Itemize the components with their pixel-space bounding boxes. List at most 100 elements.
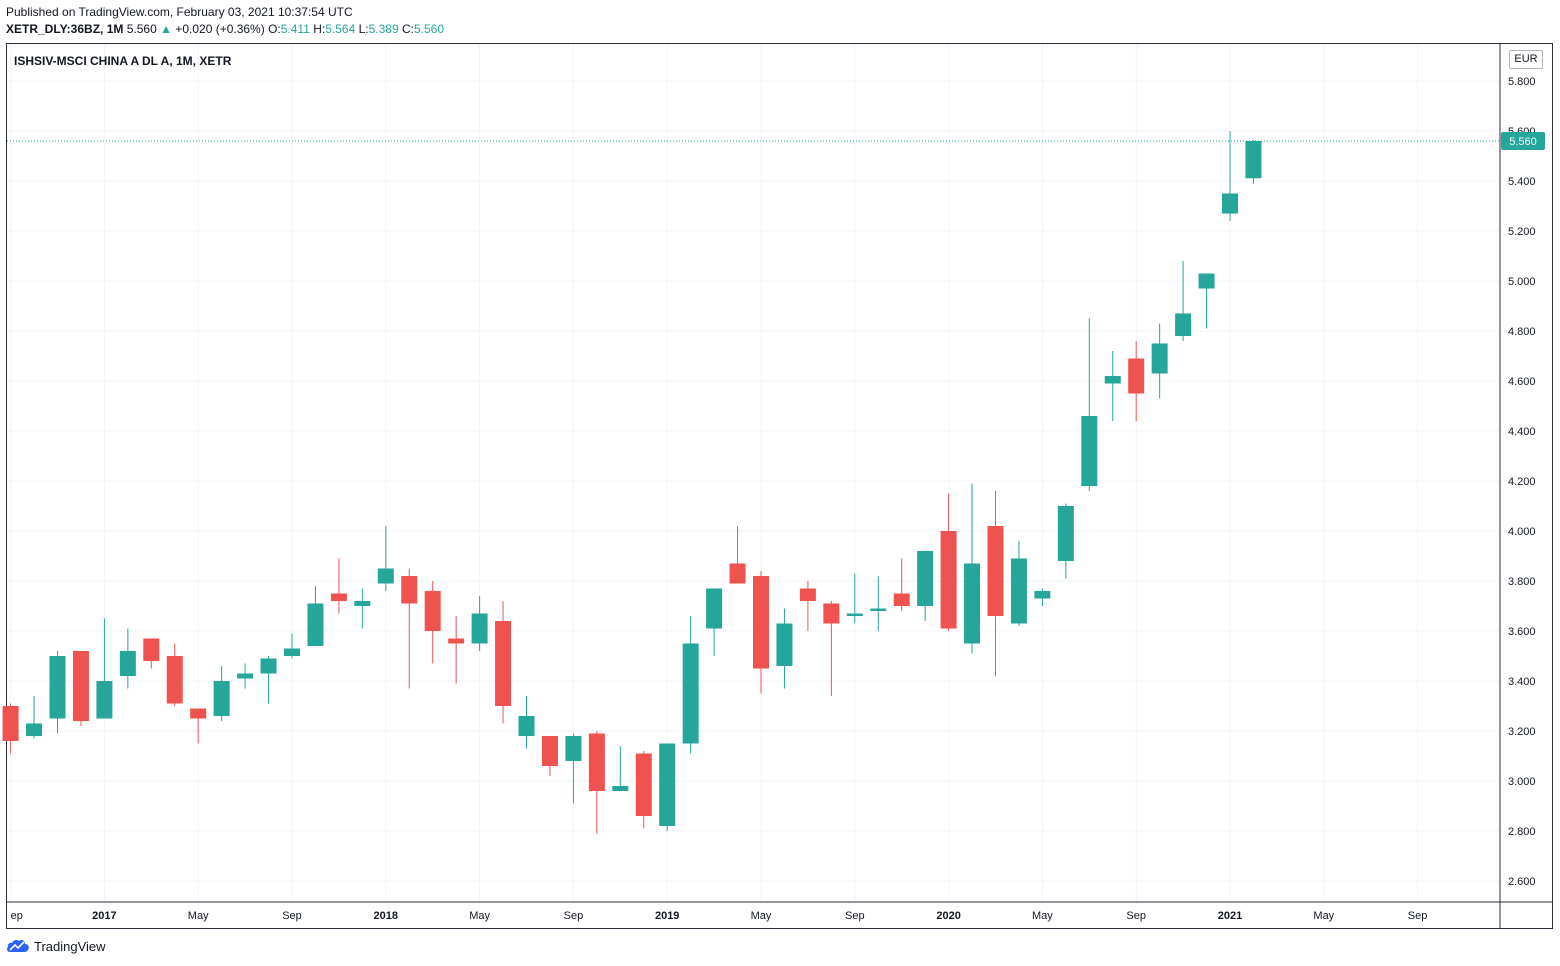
y-tick-label: 5.000 (1508, 276, 1536, 288)
candle[interactable] (541, 736, 558, 776)
last-price-badge (1501, 132, 1545, 150)
candle[interactable] (330, 558, 347, 614)
candle[interactable] (635, 751, 652, 829)
candle[interactable] (729, 526, 746, 584)
candle[interactable] (495, 601, 512, 724)
candle[interactable] (354, 588, 371, 629)
currency-button[interactable]: EUR (1509, 50, 1543, 69)
candle[interactable] (2, 703, 19, 754)
candle-body (659, 743, 676, 826)
candle[interactable] (1175, 261, 1192, 341)
candle[interactable] (823, 601, 840, 696)
candle[interactable] (1104, 351, 1121, 421)
y-tick-label: 4.400 (1508, 426, 1536, 438)
candle[interactable] (1128, 341, 1145, 421)
candle[interactable] (49, 651, 66, 734)
axes (7, 44, 1553, 928)
candle[interactable] (987, 491, 1004, 676)
low-value: 5.389 (368, 22, 399, 36)
candle[interactable] (72, 651, 89, 726)
candle-body (2, 706, 19, 741)
candle-body (541, 736, 558, 766)
open-value: 5.411 (280, 22, 310, 36)
candle[interactable] (143, 638, 160, 669)
candle[interactable] (682, 616, 699, 754)
candle[interactable] (1222, 131, 1238, 221)
y-tick-label: 5.400 (1508, 176, 1536, 188)
candle[interactable] (964, 483, 981, 654)
y-tick-label: 4.000 (1508, 526, 1536, 538)
candle[interactable] (424, 581, 441, 664)
close-label: C: (402, 22, 414, 36)
grid-lines (7, 44, 1500, 902)
y-tick-label: 5.200 (1508, 226, 1536, 238)
candle[interactable] (1057, 503, 1074, 579)
candle-body (1222, 193, 1238, 214)
tradingview-logo[interactable]: TradingView (6, 938, 106, 954)
candle[interactable] (1010, 541, 1027, 626)
x-tick-label: Sep (282, 910, 302, 922)
y-tick-label: 4.200 (1508, 476, 1536, 488)
candle[interactable] (706, 588, 723, 657)
candle[interactable] (917, 551, 934, 621)
candle[interactable] (1151, 323, 1168, 399)
close-value: 5.560 (414, 22, 445, 36)
candle[interactable] (612, 746, 629, 791)
chart-frame[interactable] (6, 43, 1553, 929)
candle[interactable] (119, 628, 136, 689)
candles (2, 131, 1262, 834)
high-value: 5.564 (325, 22, 356, 36)
candle[interactable] (753, 571, 769, 694)
candle[interactable] (284, 633, 300, 659)
candle[interactable] (166, 643, 183, 707)
candle[interactable] (893, 558, 910, 612)
candle[interactable] (471, 596, 488, 651)
x-tick-label: Sep (1408, 910, 1428, 922)
candle[interactable] (940, 493, 957, 632)
candle-body (706, 588, 723, 629)
tradingview-wordmark: TradingView (34, 938, 106, 954)
candle[interactable] (96, 618, 113, 719)
candle[interactable] (377, 526, 394, 591)
candle-body (776, 623, 793, 666)
candle[interactable] (190, 708, 207, 744)
candle[interactable] (26, 696, 43, 739)
candle-body (1104, 376, 1121, 384)
published-line: Published on TradingView.com, February 0… (6, 5, 353, 19)
candle[interactable] (1081, 318, 1098, 492)
candle[interactable] (401, 568, 418, 689)
candle-body (753, 576, 769, 669)
candle[interactable] (1245, 140, 1262, 184)
y-tick-label: 4.600 (1508, 376, 1536, 388)
candle[interactable] (448, 616, 465, 684)
x-tick-label: Sep (845, 910, 865, 922)
candle[interactable] (1198, 273, 1215, 329)
candle-body (1198, 273, 1215, 289)
candle[interactable] (260, 656, 277, 704)
candle[interactable] (659, 743, 676, 832)
candle-body (964, 563, 981, 644)
candle-body (612, 786, 629, 791)
candle[interactable] (518, 696, 535, 749)
candle[interactable] (776, 608, 793, 689)
candle[interactable] (565, 733, 582, 804)
candle[interactable] (213, 666, 230, 721)
candle[interactable] (588, 731, 605, 834)
x-tick-label: May (469, 910, 490, 922)
candle-body (870, 608, 887, 611)
candle[interactable] (1034, 588, 1051, 607)
candle-body (260, 658, 277, 674)
candle[interactable] (237, 663, 254, 689)
candle[interactable] (799, 581, 816, 631)
candle-body (1057, 506, 1074, 561)
candle[interactable] (307, 586, 324, 646)
candle-body (26, 723, 43, 736)
x-tick-label: 2018 (374, 910, 398, 922)
candle-body (917, 551, 934, 606)
candle-body (354, 601, 371, 606)
y-tick-label: 3.600 (1508, 626, 1536, 638)
candle[interactable] (870, 576, 887, 631)
candle-body (1151, 343, 1168, 374)
candle[interactable] (846, 573, 863, 624)
